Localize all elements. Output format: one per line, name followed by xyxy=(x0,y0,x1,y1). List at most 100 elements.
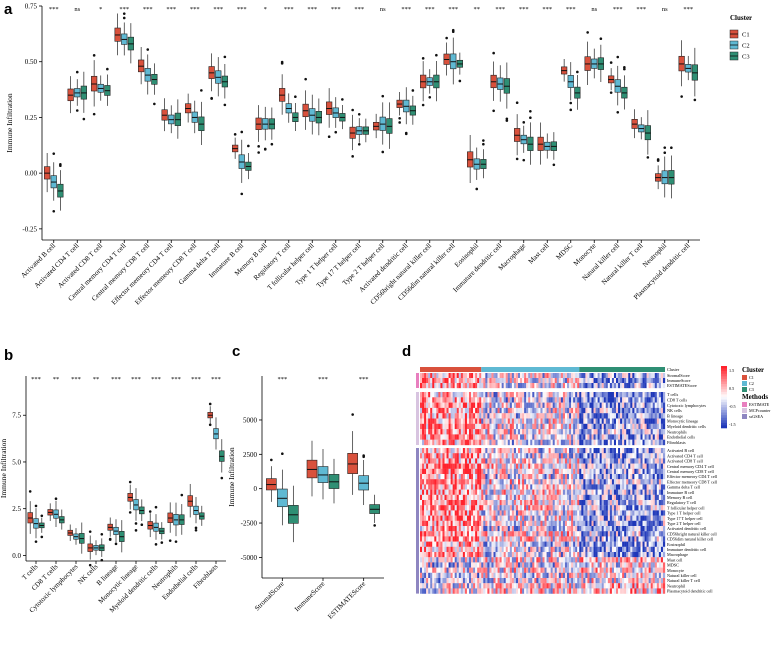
heatmap-cell xyxy=(532,531,534,536)
heatmap-cell xyxy=(538,429,540,434)
heatmap-cell xyxy=(540,526,542,531)
heatmap-cell xyxy=(608,490,610,495)
outlier-point xyxy=(209,403,212,406)
heatmap-cell xyxy=(626,419,628,424)
heatmap-cell xyxy=(575,440,577,445)
heatmap-cell xyxy=(487,505,489,510)
heatmap-cell xyxy=(581,408,583,413)
heatmap-cell xyxy=(485,434,487,439)
heatmap-cell xyxy=(449,495,451,500)
heatmap-cell xyxy=(598,557,600,562)
heatmap-cell xyxy=(630,536,632,541)
heatmap-cell xyxy=(424,510,426,515)
heatmap-cell xyxy=(575,429,577,434)
heatmap-cell xyxy=(442,378,444,383)
heatmap-cell xyxy=(514,495,516,500)
heatmap-cell xyxy=(651,383,653,388)
heatmap-cell xyxy=(502,536,504,541)
heatmap-cell xyxy=(447,526,449,531)
heatmap-cell xyxy=(485,424,487,429)
heatmap-cell xyxy=(430,474,432,479)
heatmap-cell xyxy=(598,453,600,458)
heatmap-cell xyxy=(661,516,663,521)
heatmap-cell xyxy=(471,419,473,424)
outlier-point xyxy=(358,113,361,116)
heatmap-cell xyxy=(636,484,638,489)
heatmap-cell xyxy=(447,429,449,434)
heatmap-cell xyxy=(463,484,465,489)
heatmap-cell xyxy=(514,448,516,453)
heatmap-cell xyxy=(643,479,645,484)
heatmap-cell xyxy=(596,490,598,495)
heatmap-cell xyxy=(649,479,651,484)
heatmap-cell xyxy=(659,547,661,552)
heatmap-cell xyxy=(516,469,518,474)
heatmap-cell xyxy=(659,479,661,484)
heatmap-cell xyxy=(520,479,522,484)
heatmap-cell xyxy=(610,383,612,388)
heatmap-cell xyxy=(457,440,459,445)
heatmap-cell xyxy=(555,408,557,413)
heatmap-cell xyxy=(655,458,657,463)
heatmap-cell xyxy=(447,383,449,388)
heatmap-cell xyxy=(420,542,422,547)
heatmap-cell xyxy=(516,490,518,495)
heatmap-cell xyxy=(422,557,424,562)
y-axis-label: Immune Infiltration xyxy=(0,439,8,499)
heatmap-cell xyxy=(563,495,565,500)
heatmap-cell xyxy=(634,542,636,547)
heatmap-cell xyxy=(526,408,528,413)
heatmap-cell xyxy=(534,510,536,515)
heatmap-cell xyxy=(508,434,510,439)
heatmap-cell xyxy=(581,557,583,562)
heatmap-cell xyxy=(545,484,547,489)
heatmap-cell xyxy=(530,440,532,445)
heatmap-cell xyxy=(600,408,602,413)
heatmap-cell xyxy=(657,378,659,383)
outlier-point xyxy=(195,529,198,532)
heatmap-cell xyxy=(559,403,561,408)
heatmap-cell xyxy=(438,495,440,500)
heatmap-cell xyxy=(583,484,585,489)
heatmap-cell xyxy=(471,526,473,531)
heatmap-cell xyxy=(618,490,620,495)
heatmap-cell xyxy=(442,505,444,510)
heatmap-cell xyxy=(594,453,596,458)
heatmap-cell xyxy=(526,397,528,402)
heatmap-cell xyxy=(457,373,459,378)
heatmap-cell xyxy=(616,429,618,434)
heatmap-cell xyxy=(465,464,467,469)
heatmap-cell xyxy=(434,419,436,424)
heatmap-cell xyxy=(453,469,455,474)
outlier-point xyxy=(412,89,415,92)
heatmap-cell xyxy=(661,373,663,378)
heatmap-cell xyxy=(647,516,649,521)
heatmap-cell xyxy=(540,403,542,408)
heatmap-cell xyxy=(502,490,504,495)
heatmap-cell xyxy=(487,542,489,547)
heatmap-cell xyxy=(522,536,524,541)
heatmap-cell xyxy=(477,474,479,479)
heatmap-cell xyxy=(451,495,453,500)
heatmap-cell xyxy=(477,521,479,526)
heatmap-cell xyxy=(645,378,647,383)
heatmap-cell xyxy=(491,429,493,434)
heatmap-cell xyxy=(626,469,628,474)
heatmap-cell xyxy=(520,474,522,479)
heatmap-cell xyxy=(585,434,587,439)
heatmap-cell xyxy=(661,378,663,383)
heatmap-cell xyxy=(479,408,481,413)
heatmap-cell xyxy=(649,469,651,474)
heatmap-cell xyxy=(485,562,487,567)
heatmap-cell xyxy=(536,413,538,418)
heatmap-cell xyxy=(469,552,471,557)
heatmap-cell xyxy=(461,434,463,439)
heatmap-cell xyxy=(445,474,447,479)
heatmap-cell xyxy=(569,542,571,547)
heatmap-cell xyxy=(624,531,626,536)
heatmap-cell xyxy=(516,500,518,505)
heatmap-cell xyxy=(442,453,444,458)
heatmap-cell xyxy=(592,378,594,383)
heatmap-cell xyxy=(551,383,553,388)
heatmap-cell xyxy=(512,429,514,434)
